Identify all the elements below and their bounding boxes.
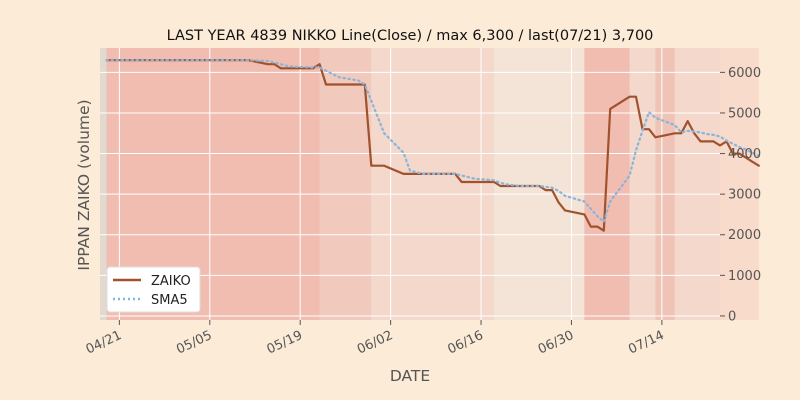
x-tick-label-2: 05/19 bbox=[265, 328, 305, 357]
x-tick-label-0: 04/21 bbox=[84, 328, 124, 357]
shading-band-6 bbox=[629, 48, 656, 320]
y-tick-label-0: 0 bbox=[728, 309, 736, 324]
shading-band-8 bbox=[674, 48, 759, 320]
chart-title: LAST YEAR 4839 NIKKO Line(Close) / max 6… bbox=[167, 28, 654, 44]
series-layer bbox=[105, 59, 760, 232]
legend-box bbox=[106, 266, 201, 313]
legend-label-zaiko: ZAIKO bbox=[151, 274, 191, 289]
y-tick-label-3: 3000 bbox=[728, 188, 761, 203]
shading-band-3 bbox=[371, 48, 494, 320]
y-tick-label-4: 4000 bbox=[728, 147, 761, 162]
x-tick-label-5: 06/30 bbox=[536, 328, 576, 357]
series-line-sma5 bbox=[105, 59, 760, 223]
shading-layer bbox=[100, 48, 759, 320]
plot-area bbox=[100, 48, 760, 320]
x-tick-label-6: 07/14 bbox=[626, 328, 666, 357]
x-axis: 04/21 05/05 05/19 06/02 06/16 06/30 07/14 bbox=[84, 320, 667, 357]
y-axis-label: IPPAN ZAIKO (volume) bbox=[75, 99, 93, 270]
x-tick-label-4: 06/16 bbox=[445, 328, 485, 357]
legend-label-sma5: SMA5 bbox=[151, 293, 188, 308]
y-tick-label-5: 5000 bbox=[728, 106, 761, 121]
x-axis-label: DATE bbox=[390, 367, 430, 385]
y-tick-label-1: 1000 bbox=[728, 269, 761, 284]
y-tick-label-6: 6000 bbox=[728, 66, 761, 81]
shading-band-7 bbox=[655, 48, 675, 320]
legend: ZAIKO SMA5 bbox=[106, 266, 201, 313]
shading-band-2 bbox=[319, 48, 372, 320]
y-tick-label-2: 2000 bbox=[728, 228, 761, 243]
x-tick-label-1: 05/05 bbox=[174, 328, 214, 357]
y-axis: 0 1000 2000 3000 4000 5000 6000 bbox=[720, 66, 761, 324]
grid-layer bbox=[100, 48, 720, 320]
x-tick-label-3: 06/02 bbox=[355, 328, 395, 357]
shading-band-0 bbox=[100, 48, 107, 320]
